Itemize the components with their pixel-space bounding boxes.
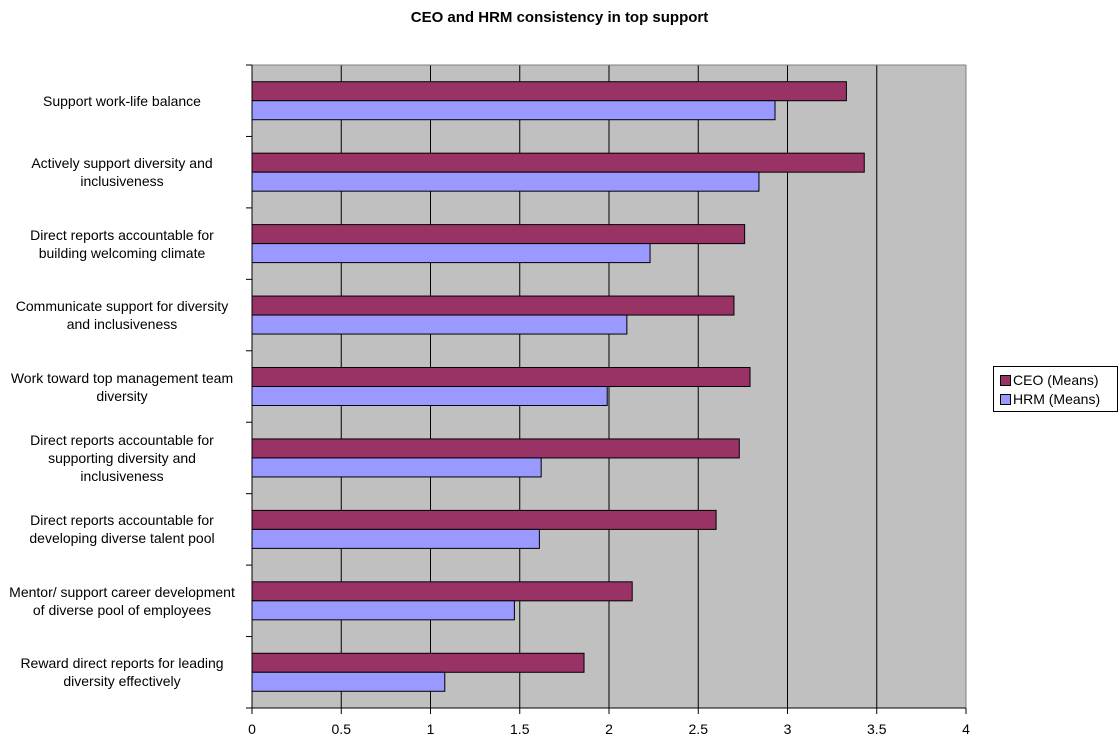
bar-hrm <box>251 314 628 335</box>
x-tick-label: 3 <box>784 721 792 737</box>
category-label: Direct reports accountable for building … <box>30 226 214 261</box>
bar-ceo <box>251 581 633 602</box>
legend-swatch-hrm <box>1000 393 1011 405</box>
category-label: Communicate support for diversity and in… <box>15 298 229 333</box>
bar-hrm <box>251 457 542 478</box>
bar-ceo <box>251 81 847 102</box>
x-tick-label: 0 <box>248 721 256 737</box>
x-tick-label: 2 <box>605 721 613 737</box>
bar-ceo <box>251 367 751 387</box>
category-label: Mentor/ support career development of di… <box>9 583 235 618</box>
category-label: Direct reports accountable for developin… <box>29 512 215 547</box>
legend-label-ceo: CEO (Means) <box>1013 372 1099 388</box>
bar-hrm <box>251 243 651 264</box>
bar-ceo <box>251 152 865 173</box>
bar-ceo <box>251 438 740 459</box>
bar-hrm <box>251 600 515 621</box>
bar-hrm <box>251 171 760 192</box>
category-label: Reward direct reports for leading divers… <box>20 655 224 690</box>
bar-hrm <box>251 386 608 406</box>
category-label: Actively support diversity and inclusive… <box>31 155 213 190</box>
bar-hrm <box>251 528 540 549</box>
x-tick-label: 1 <box>427 721 435 737</box>
category-label: Work toward top management team diversit… <box>10 369 234 404</box>
bar-ceo <box>251 295 735 316</box>
bar-ceo <box>251 652 585 673</box>
legend-swatch-ceo <box>1000 374 1011 386</box>
bar-ceo <box>251 509 717 530</box>
chart-title: CEO and HRM consistency in top support <box>410 9 709 26</box>
category-label: Direct reports accountable for supportin… <box>30 431 214 484</box>
x-tick-label: 3.5 <box>867 721 887 737</box>
bar-hrm <box>251 100 776 121</box>
x-tick-label: 1.5 <box>510 721 530 737</box>
x-tick-label: 4 <box>962 721 970 737</box>
x-tick-label: 0.5 <box>332 721 352 737</box>
bar-ceo <box>251 224 746 245</box>
legend-item-ceo: CEO (Means) <box>1000 371 1099 389</box>
x-tick-label: 2.5 <box>689 721 709 737</box>
legend-item-hrm: HRM (Means) <box>1000 390 1100 408</box>
legend-label-hrm: HRM (Means) <box>1013 391 1101 407</box>
bar-hrm <box>251 671 446 692</box>
legend: CEO (Means) HRM (Means) <box>993 366 1118 412</box>
category-label: Support work-life balance <box>43 92 201 109</box>
